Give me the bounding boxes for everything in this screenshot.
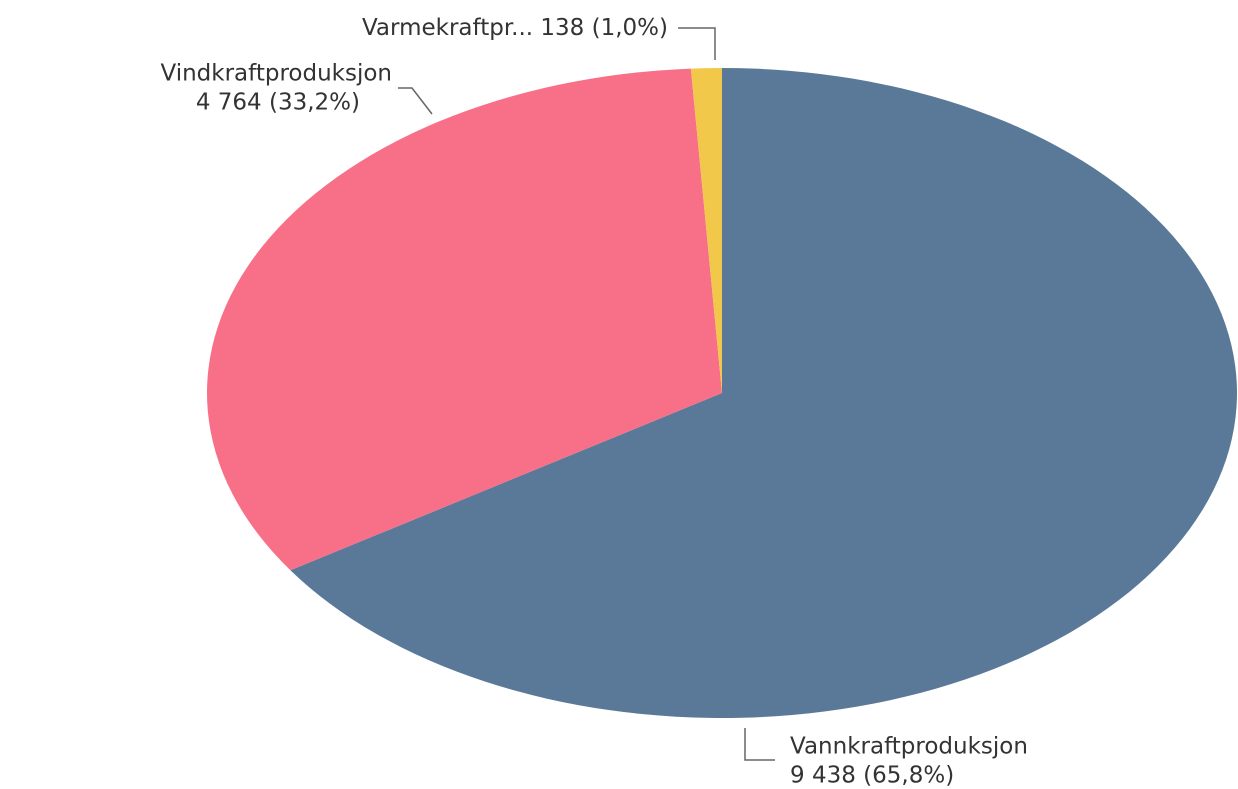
value-label: 138 (1,0%) [540,15,668,41]
data-label: 9 438 (65,8%) [790,763,954,789]
leader-line [744,728,775,761]
category-label: Varmekraftpr... [362,15,533,41]
leader-line [678,27,716,60]
data-label: Varmekraftpr... 138 (1,0%) [362,15,668,41]
leader-line [398,87,433,115]
pie-slice [206,68,722,571]
data-label: Vindkraftproduksjon [160,61,392,87]
data-label: 4 764 (33,2%) [196,90,360,116]
pie-slice [290,68,1237,718]
data-label: Vannkraftproduksjon [790,734,1028,760]
pie-slice [690,68,722,393]
